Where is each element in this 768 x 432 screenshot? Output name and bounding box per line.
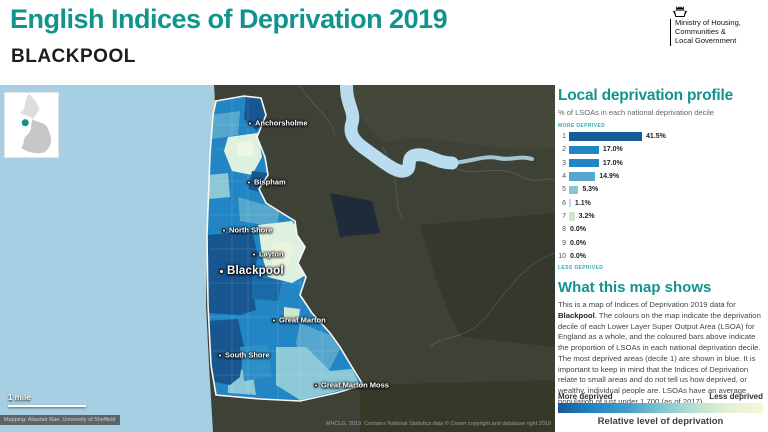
less-deprived-axis-label: LESS DEPRIVED [558, 264, 604, 271]
decile-value-label: 0.0% [570, 252, 586, 260]
decile-bar [569, 198, 571, 208]
place-name: North Shore [229, 225, 273, 235]
place-dot-icon [314, 383, 318, 387]
decile-number: 7 [562, 212, 566, 220]
decile-row: 6 1.1% [558, 196, 764, 209]
gb-locator-inset [5, 93, 58, 157]
decile-value-label: 0.0% [570, 226, 586, 234]
scale-line [8, 405, 86, 407]
map-place-label: North Shore [222, 226, 272, 235]
place-name: Great Marton [279, 315, 326, 325]
map-place-label: South Shore [218, 351, 270, 360]
what-this-map-shows-title: What this map shows [558, 278, 712, 296]
map-place-label: Layton [252, 250, 284, 259]
decile-row: 4 14.9% [558, 170, 764, 183]
decile-bar [569, 185, 579, 195]
map-place-label: Great Marton [272, 316, 326, 325]
place-name: Great Marton Moss [321, 380, 389, 390]
decile-value-label: 0.0% [570, 239, 586, 247]
side-panel: Local deprivation profile % of LSOAs in … [555, 85, 768, 432]
place-dot-icon [218, 353, 222, 357]
decile-row: 7 3.2% [558, 210, 764, 223]
decile-number: 9 [562, 239, 566, 247]
mhclg-logo-text: Ministry of Housing, Communities & Local… [670, 18, 758, 46]
map-place-label: Anchorsholme [248, 119, 308, 128]
decile-number: 6 [562, 199, 566, 207]
decile-number: 3 [562, 159, 566, 167]
area-name-heading: BLACKPOOL [11, 46, 136, 67]
place-name: Anchorsholme [255, 118, 308, 128]
place-dot-icon [252, 252, 256, 256]
decile-bar [569, 158, 599, 168]
decile-bar [569, 172, 596, 181]
page-title: English Indices of Deprivation 2019 [10, 4, 448, 34]
description-text: . The colours on the map indicate the de… [558, 310, 761, 406]
decile-row: 10 0.0% [558, 250, 764, 263]
place-dot-icon [247, 180, 251, 184]
profile-title: Local deprivation profile [558, 87, 733, 104]
mhclg-logo: Ministry of Housing, Communities & Local… [670, 5, 758, 46]
mapping-credit: Mapping: Alasdair Rae, University of She… [0, 415, 120, 425]
decile-value-label: 14.9% [599, 173, 620, 181]
place-name: South Shore [225, 350, 270, 360]
decile-bar [569, 145, 599, 155]
royal-crest-icon [670, 5, 758, 18]
scale-label: 1 mile [8, 393, 31, 402]
decile-row: 9 0.0% [558, 236, 764, 249]
deprivation-legend: More deprived Less deprived Relative lev… [558, 392, 763, 427]
area-name-bold: Blackpool [558, 310, 595, 320]
decile-number: 10 [558, 252, 566, 260]
more-deprived-axis-label: MORE DEPRIVED [558, 123, 606, 129]
decile-rows: 1 41.5% 2 17.0% 3 17.0% 4 14.9% 5 5.3% 6 1.1% 7 3.2% 8… [558, 130, 764, 263]
decile-number: 2 [562, 146, 566, 154]
profile-subtitle: % of LSOAs in each national deprivation … [558, 108, 714, 117]
decile-value-label: 3.2% [578, 212, 595, 220]
map-place-label: Bispham [247, 178, 286, 187]
place-dot-icon [222, 228, 226, 232]
decile-row: 1 41.5% [558, 130, 764, 143]
place-name: Blackpool [227, 265, 284, 277]
place-name: Layton [259, 249, 284, 259]
decile-row: 5 5.3% [558, 183, 764, 196]
map-place-label: Blackpool [219, 265, 284, 277]
decile-number: 1 [562, 133, 566, 141]
logo-line: Ministry of Housing, [675, 18, 741, 27]
decile-value-label: 1.1% [574, 199, 591, 207]
place-dot-icon [272, 318, 276, 322]
deprivation-map: Anchorsholme Bispham North Shore Layton Blac… [0, 85, 555, 432]
decile-value-label: 41.5% [646, 133, 666, 141]
place-name: Bispham [254, 177, 286, 187]
legend-more-label: More deprived [558, 392, 613, 401]
place-dot-icon [219, 268, 224, 274]
decile-value-label: 17.0% [602, 146, 623, 154]
logo-line: Communities & [675, 26, 726, 36]
legend-caption: Relative level of deprivation [597, 416, 724, 427]
map-description: This is a map of Indices of Deprivation … [558, 300, 764, 408]
decile-number: 4 [562, 173, 566, 181]
decile-number: 5 [562, 186, 566, 194]
deprivation-gradient [558, 403, 763, 413]
map-canvas [0, 85, 555, 432]
decile-row: 3 17.0% [558, 157, 764, 170]
logo-line: Local Government [675, 35, 737, 45]
decile-number: 8 [562, 226, 566, 234]
decile-bar [569, 132, 643, 141]
decile-bar [569, 212, 575, 221]
legend-less-label: Less deprived [709, 392, 763, 401]
copyright-attribution: MHCLG, 2019. Contains National Statistic… [325, 421, 551, 427]
decile-value-label: 17.0% [602, 159, 623, 167]
decile-row: 8 0.0% [558, 223, 764, 236]
description-text: This is a map of Indices of Deprivation … [558, 299, 736, 309]
blackpool-location-dot [20, 118, 30, 128]
decile-value-label: 5.3% [582, 186, 599, 194]
decile-row: 2 17.0% [558, 143, 764, 156]
scale-bar: 1 mile [8, 393, 86, 407]
map-place-label: Great Marton Moss [314, 381, 389, 390]
place-dot-icon [248, 121, 252, 125]
